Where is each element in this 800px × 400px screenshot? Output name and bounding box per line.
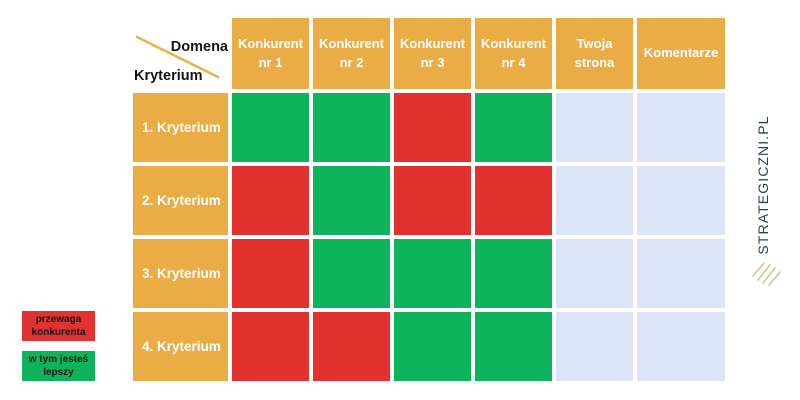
corner-criterion-label: Kryterium <box>134 68 203 84</box>
brand-name: STRATEGICZNI.PL <box>755 115 771 255</box>
cell-row3-col5-empty <box>556 239 633 308</box>
column-header-6: Komentarze <box>637 18 725 89</box>
cell-row2-col2-green <box>313 166 390 235</box>
column-header-2: Konkurent nr 2 <box>313 18 390 89</box>
cell-row4-col3-green <box>394 312 471 381</box>
cell-row1-col6-empty <box>637 93 725 162</box>
column-header-5: Twoja strona <box>556 18 633 89</box>
legend-item-green: w tym jesteś lepszy <box>22 351 95 381</box>
cell-row3-col3-green <box>394 239 471 308</box>
cell-row2-col4-red <box>475 166 552 235</box>
cell-row3-col6-empty <box>637 239 725 308</box>
corner-cell: Domena Kryterium <box>133 18 228 89</box>
column-header-1: Konkurent nr 1 <box>232 18 309 89</box>
comparison-table: Domena Kryterium Konkurent nr 1 Konkurent… <box>133 18 725 381</box>
cell-row4-col6-empty <box>637 312 725 381</box>
cell-row4-col1-red <box>232 312 309 381</box>
cell-row4-col5-empty <box>556 312 633 381</box>
corner-domain-label: Domena <box>170 39 228 55</box>
cell-row1-col4-green <box>475 93 552 162</box>
brand-logo-icon <box>752 262 781 286</box>
row-label-3: 3. Kryterium <box>133 239 228 308</box>
row-label-1: 1. Kryterium <box>133 93 228 162</box>
cell-row2-col3-red <box>394 166 471 235</box>
cell-row1-col2-green <box>313 93 390 162</box>
row-label-4: 4. Kryterium <box>133 312 228 381</box>
cell-row1-col1-green <box>232 93 309 162</box>
cell-row2-col5-empty <box>556 166 633 235</box>
cell-row3-col1-red <box>232 239 309 308</box>
cell-row2-col1-red <box>232 166 309 235</box>
row-label-2: 2. Kryterium <box>133 166 228 235</box>
column-header-4: Konkurent nr 4 <box>475 18 552 89</box>
column-header-3: Konkurent nr 3 <box>394 18 471 89</box>
legend: przewaga konkurenta w tym jesteś lepszy <box>22 311 95 391</box>
cell-row3-col4-green <box>475 239 552 308</box>
legend-item-red: przewaga konkurenta <box>22 311 95 341</box>
cell-row2-col6-empty <box>637 166 725 235</box>
cell-row1-col3-red <box>394 93 471 162</box>
diagonal-divider-icon <box>135 35 220 79</box>
cell-row4-col2-red <box>313 312 390 381</box>
cell-row4-col4-green <box>475 312 552 381</box>
cell-row3-col2-green <box>313 239 390 308</box>
cell-row1-col5-empty <box>556 93 633 162</box>
